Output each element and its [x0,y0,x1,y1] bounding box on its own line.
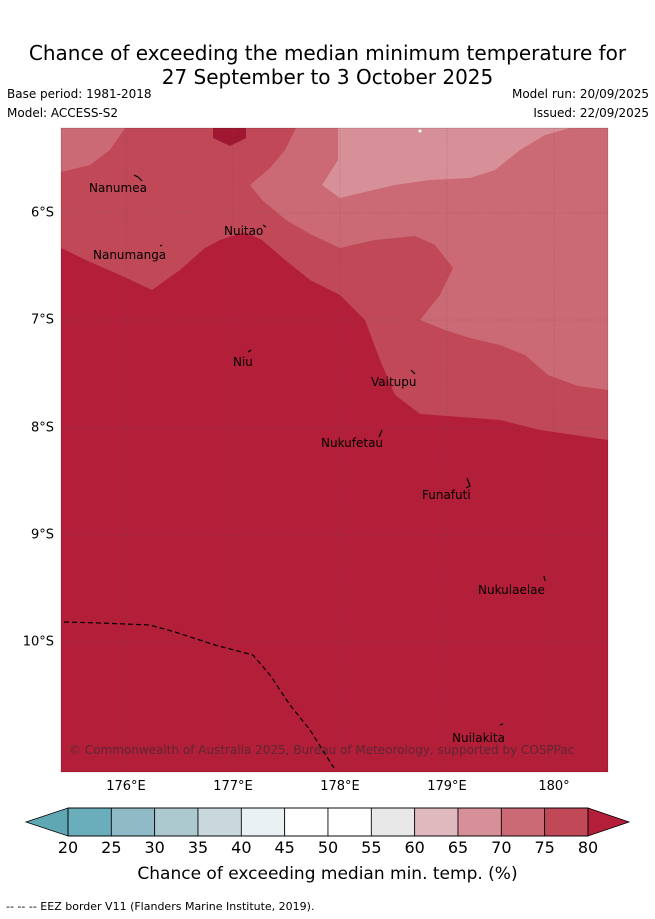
title-line-2: 27 September to 3 October 2025 [161,65,494,89]
colorbar-tick-label: 40 [231,838,252,857]
title-line-1: Chance of exceeding the median minimum t… [28,41,627,65]
colorbar-under-arrow [24,807,69,837]
colorbar-segment [457,807,502,837]
band-70-75 [61,128,125,172]
colorbar-tick-label: 75 [534,838,555,857]
colorbar-segment [284,807,329,837]
colorbar-tick-label: 50 [317,838,339,857]
base-period: Base period: 1981-2018 [7,87,152,101]
lat-tick-9s: 9°S [30,527,54,543]
colorbar-segment [414,807,459,837]
place-label-niu: Niu [233,355,253,369]
colorbar-tick-label: 35 [187,838,209,857]
gridlines [61,128,608,772]
copyright-notice: © Commonwealth of Australia 2025, Bureau… [69,743,574,757]
colorbar-tick-label: 55 [361,838,382,857]
place-labels: Nanumea Nuitao Nanumanga Niu Vaitupu Nuk… [89,181,545,745]
colorbar-tick-label: 20 [57,838,79,857]
colorbar-tick-label: 60 [404,838,425,857]
lon-tick-178e: 178°E [320,779,360,794]
place-label-vaitupu: Vaitupu [371,375,417,389]
colorbar-over-arrow [587,807,631,837]
colorbar-tick-label: 80 [577,838,599,857]
colorbar-segment [110,807,156,837]
place-label-nanumanga: Nanumanga [93,248,166,262]
colorbar-segment [154,807,199,837]
colorbar-tick-label: 70 [491,838,512,857]
eez-legend-note: -- -- -- EEZ border V11 (Flanders Marine… [6,900,315,913]
lat-tick-10s: 10°S [22,634,54,650]
model-name: Model: ACCESS-S2 [7,106,119,120]
colorbar-label: Chance of exceeding median min. temp. (%… [137,864,518,884]
lat-tick-8s: 8°S [30,420,54,436]
probability-field [61,128,608,772]
colorbar-segment [240,807,286,837]
band-65-70 [322,128,570,198]
colorbar-segment [327,807,372,837]
island-marks [133,129,546,726]
colorbar-tick-label: 25 [101,838,122,857]
place-label-nukulaelae: Nukulaelae [478,583,545,597]
colorbar [24,807,631,837]
colorbar-tick-label: 45 [274,838,295,857]
place-label-nuitao: Nuitao [224,224,263,238]
place-label-nanumea: Nanumea [89,181,147,195]
colorbar-tick-label: 65 [447,838,469,857]
model-run: Model run: 20/09/2025 [511,87,649,101]
place-label-nuilakita: Nuilakita [452,731,505,745]
band-high-patch [213,128,246,146]
place-label-nukufetau: Nukufetau [321,436,383,450]
lon-tick-176e: 176°E [106,779,146,794]
lat-tick-6s: 6°S [30,205,54,221]
lon-tick-177e: 177°E [213,779,253,794]
colorbar-segment [370,807,416,837]
lat-tick-7s: 7°S [30,312,54,328]
issued-date: Issued: 22/09/2025 [533,106,649,120]
place-label-funafuti: Funafuti [422,488,471,502]
colorbar-segment [500,807,546,837]
colorbar-segment [197,807,242,837]
lon-tick-179e: 179°E [427,779,467,794]
colorbar-segment [544,807,589,837]
lon-tick-180: 180° [538,779,570,794]
colorbar-segment [67,807,112,837]
colorbar-tick-label: 30 [144,838,165,857]
